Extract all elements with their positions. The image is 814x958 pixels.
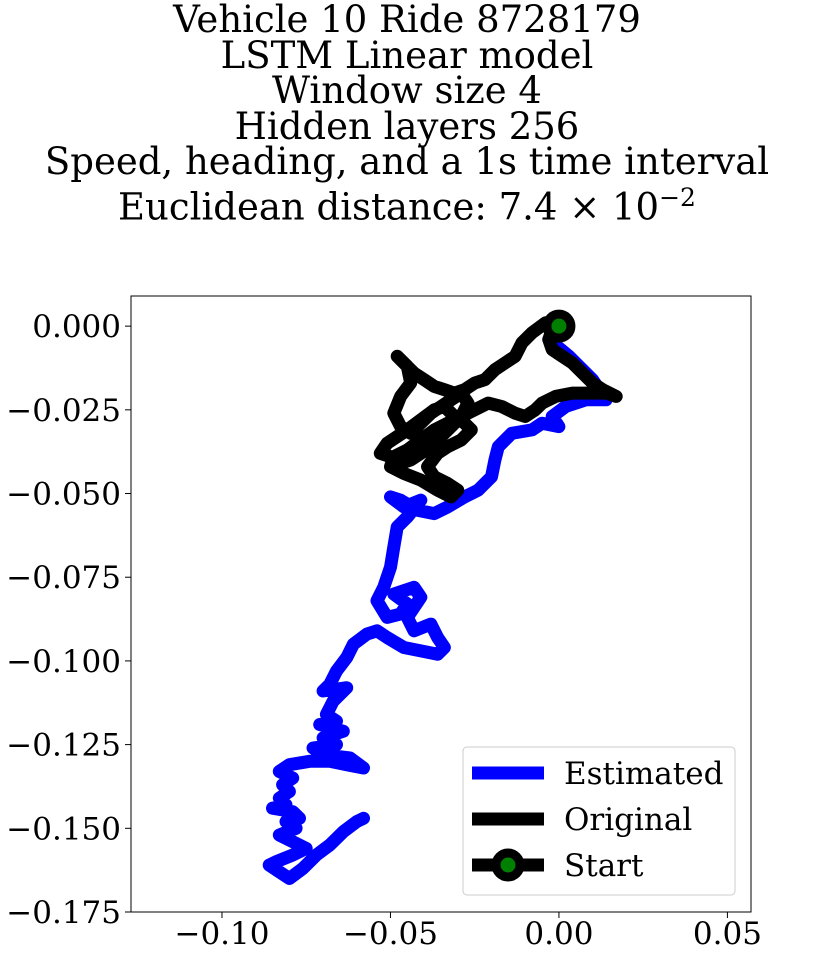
legend-original-label: Original: [564, 802, 692, 838]
metric-text: Euclidean distance: 7.4 × 10: [118, 184, 660, 228]
title-line-model: LSTM Linear model: [220, 33, 594, 77]
title-line-hidden: Hidden layers 256: [234, 104, 580, 148]
legend-start-marker: [491, 848, 525, 882]
title-line-metric: Euclidean distance: 7.4 × 10−2: [0, 180, 814, 225]
y-tick-label: −0.175: [6, 895, 121, 931]
x-tick-label: −0.10: [174, 916, 269, 952]
series-original-line: [373, 316, 623, 504]
y-tick-label: −0.075: [6, 560, 121, 596]
start-point-marker: [542, 309, 576, 343]
chart-title: Vehicle 10 Ride 8728179 LSTM Linear mode…: [0, 0, 814, 225]
x-tick-label: 0.00: [524, 916, 593, 952]
x-tick-label: −0.05: [343, 916, 438, 952]
legend-estimated-label: Estimated: [564, 756, 723, 792]
y-tick-label: −0.025: [6, 393, 121, 429]
y-tick-label: −0.050: [6, 477, 121, 513]
y-tick-label: −0.150: [6, 811, 121, 847]
metric-exponent: −2: [659, 182, 696, 212]
title-line-vehicle: Vehicle 10 Ride 8728179: [173, 0, 641, 41]
plot-frame: [130, 295, 752, 913]
title-line-window: Window size 4: [272, 69, 542, 112]
y-tick-label: −0.100: [6, 644, 121, 680]
legend-start-label: Start: [564, 848, 644, 884]
y-tick-label: −0.125: [6, 728, 121, 764]
y-tick-label: 0.000: [32, 309, 121, 345]
title-line-features: Speed, heading, and a 1s time interval: [44, 140, 770, 183]
series-estimated-line: [262, 319, 613, 885]
legend-box: [462, 746, 736, 896]
x-tick-label: 0.05: [693, 916, 762, 952]
